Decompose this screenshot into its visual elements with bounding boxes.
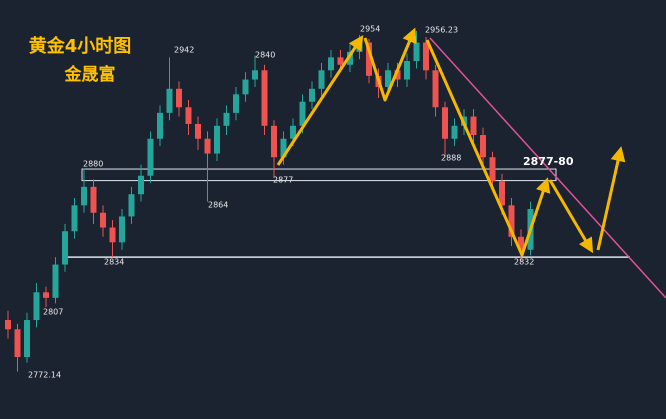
candle-body [214,125,220,154]
candle-body [100,212,106,228]
candle-body [24,320,30,358]
candle-body [442,107,448,139]
candle-body [185,107,192,124]
candle-body [518,236,524,250]
candle-body [166,88,173,113]
candle-body [413,42,420,62]
arrow [363,27,417,102]
candle-body [451,125,458,139]
zone-box [81,168,557,182]
candle-body [71,205,78,232]
candle-body [280,138,287,158]
candle-body [328,57,334,71]
arrow [548,179,594,254]
candle-body [404,61,410,80]
candle-body [366,42,372,76]
price-label: 2840 [255,51,275,60]
candle-body [81,186,87,206]
price-label: 2834 [104,258,124,267]
candle-body [233,94,239,113]
candle-body [299,101,306,126]
candle-body [223,112,230,126]
candle-body [242,79,249,95]
candle-body [90,186,97,213]
candle-body [318,70,325,89]
candle-body [489,157,496,182]
candle-body [432,70,439,108]
price-label: 2877 [273,176,293,185]
candle-body [508,205,515,237]
candle-body [480,135,486,158]
candle-body [33,292,40,321]
candle-body [195,123,201,139]
candle-body [157,112,163,139]
arrow [425,39,551,257]
candle-body [128,194,135,217]
candle-body [337,57,344,65]
price-label: 2880 [83,160,103,169]
candle-body [176,88,182,108]
candle-body [5,320,11,330]
price-label: 2864 [208,201,228,210]
candle-body [252,70,258,80]
candle-body [385,70,391,87]
candle-body [109,227,116,243]
arrow [596,146,626,251]
candle-body [394,70,401,80]
candle-body [309,88,315,102]
candle-body [499,181,505,206]
candle-body [290,125,296,139]
candle-body [147,138,154,176]
candle-body [52,264,59,298]
title: 黄金4小时图 [29,35,132,57]
trend-line [429,37,666,299]
zone-label: 2877-80 [523,155,574,168]
price-label: 2956.23 [425,26,458,35]
price-label: 2807 [43,308,63,317]
candle-body [204,138,211,154]
candle-body [470,116,477,136]
candle-body [138,175,144,195]
arrow [276,34,364,166]
price-label: 2954 [360,25,380,34]
price-label: 2772.14 [28,371,61,380]
price-label: 2832 [514,258,534,267]
candle-body [62,231,68,265]
candle-body [14,329,21,358]
candle-body [347,51,353,65]
candle-body [271,125,277,158]
price-label: 2942 [174,46,194,55]
candle-body [423,42,429,71]
subtitle: 金晟富 [64,64,116,85]
candle-body [43,292,49,298]
price-label: 2888 [441,154,461,163]
candle-body [119,216,125,243]
arrows [276,27,626,257]
candle-body [261,70,268,126]
